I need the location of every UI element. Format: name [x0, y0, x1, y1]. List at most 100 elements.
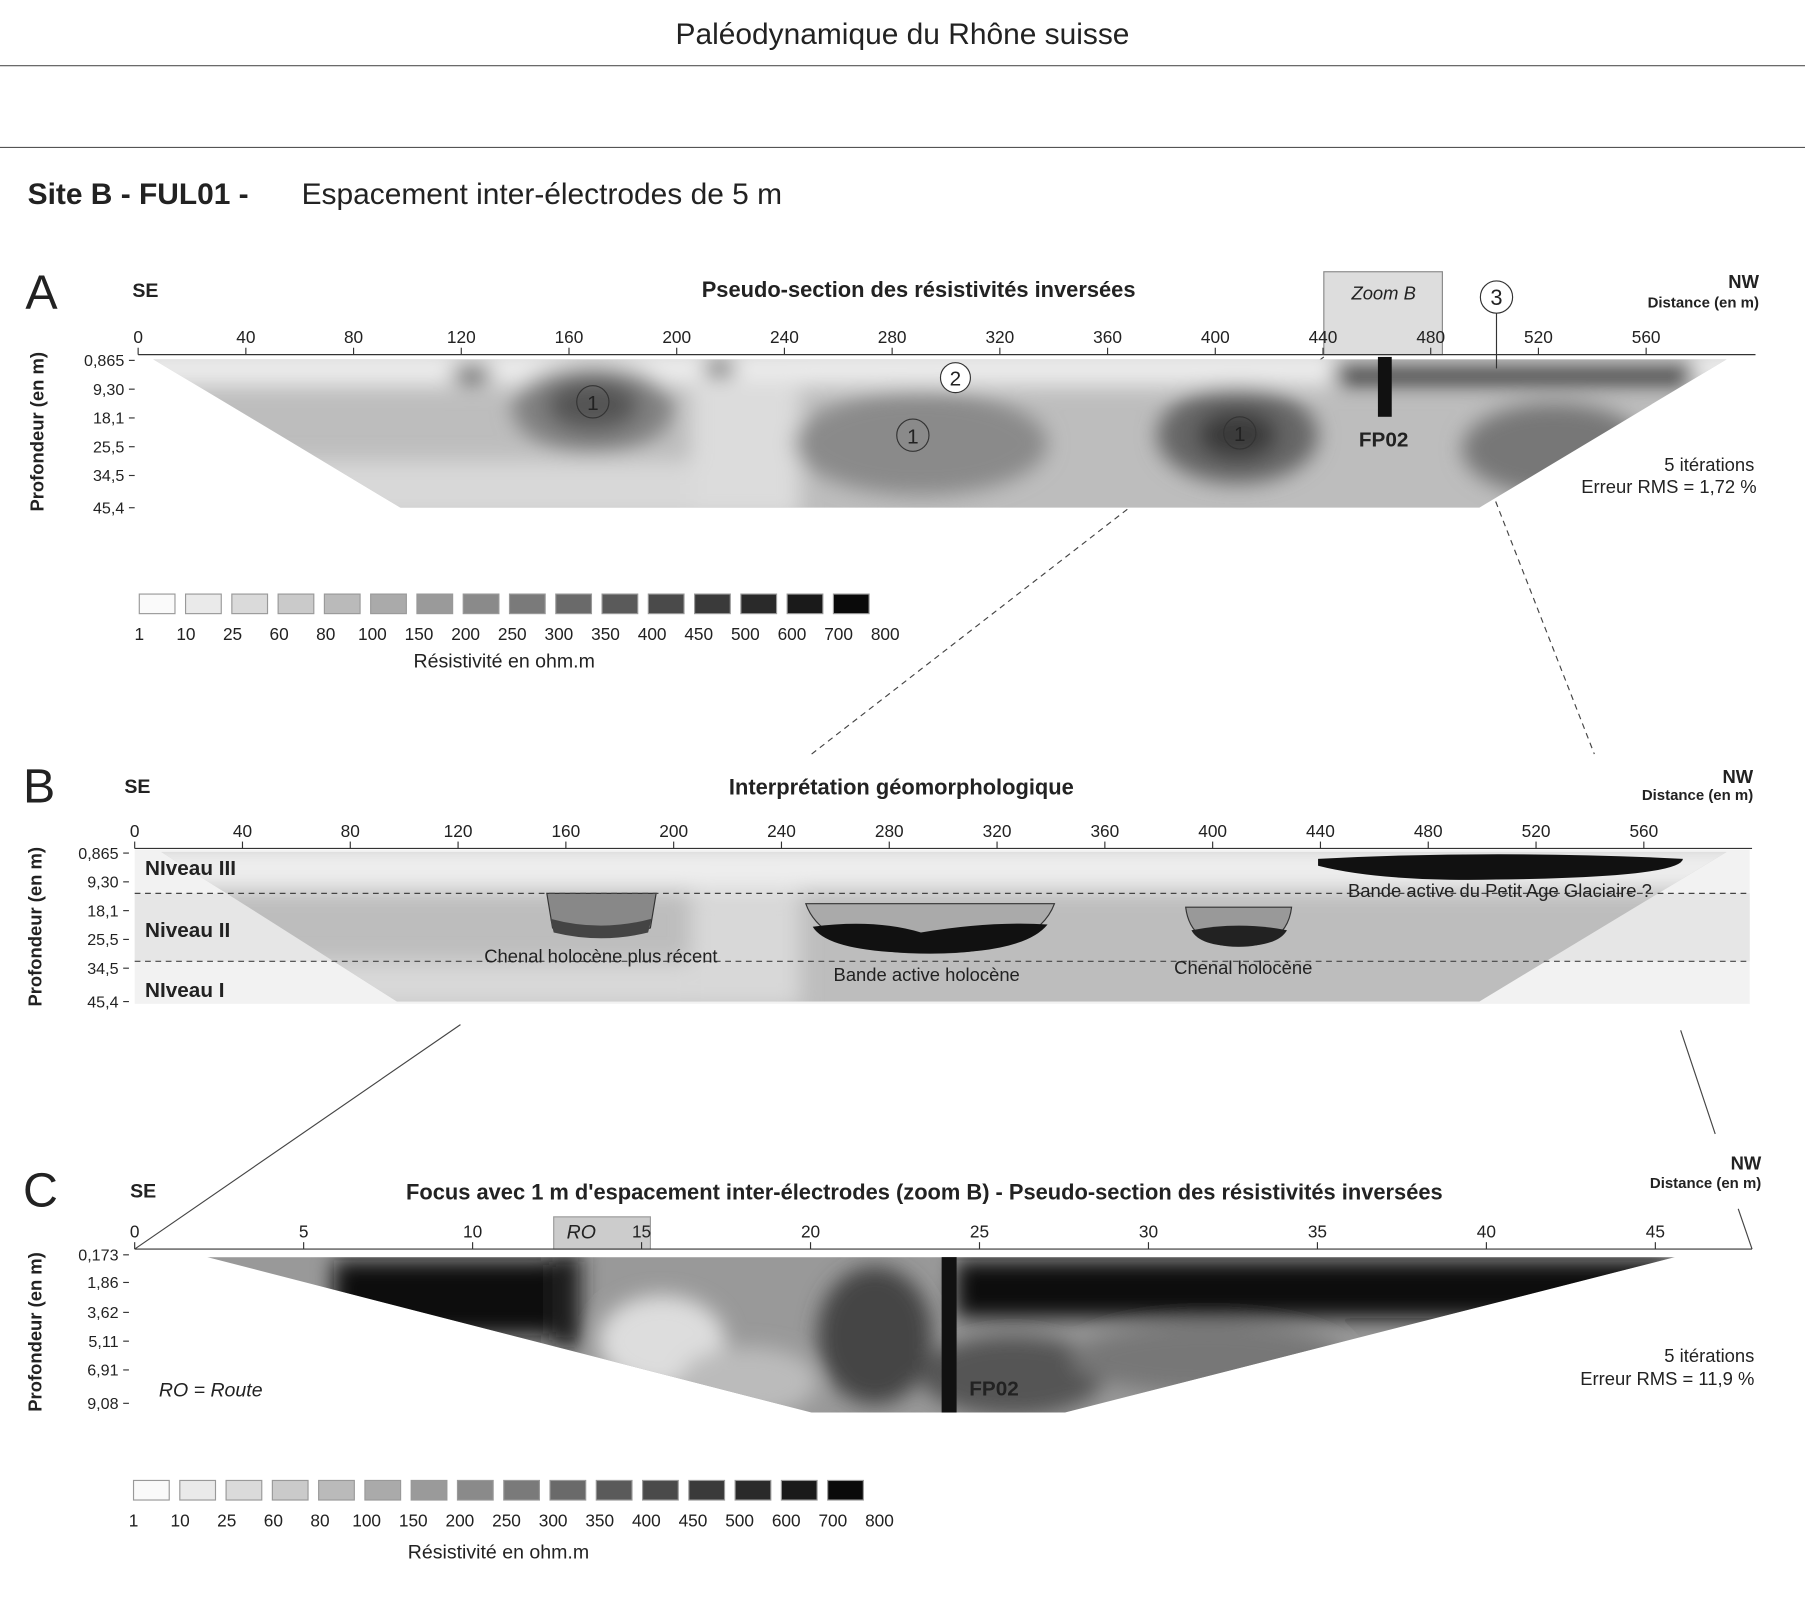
legend-swatch [364, 1479, 402, 1501]
legend-swatch [694, 593, 731, 615]
marker [1479, 280, 1514, 314]
x-tick-label: 160 [551, 821, 580, 841]
legend-swatch [641, 1479, 679, 1501]
x-tick-label: 400 [1201, 327, 1230, 347]
x-tick-label: 40 [236, 327, 255, 347]
x-tick-label: 440 [1306, 821, 1335, 841]
distance-label: Distance (en m) [1648, 294, 1759, 311]
unit-label: Chenal holocène [1174, 957, 1312, 978]
legend-label: 60 [270, 624, 289, 644]
x-tick-label: 0 [130, 821, 140, 841]
x-tick-label: 280 [875, 821, 904, 841]
legend-label: 100 [352, 1510, 381, 1530]
legend-title: Résistivité en ohm.m [408, 1542, 589, 1564]
x-tick-label: 360 [1090, 821, 1119, 841]
depth-tick-label: 9,30 [87, 874, 118, 892]
marker [1223, 416, 1257, 450]
legend-label: 500 [725, 1510, 754, 1530]
rms: Erreur RMS = 11,9 % [1580, 1368, 1754, 1389]
panel-letter: C [23, 1163, 58, 1217]
legend-label: 150 [399, 1510, 428, 1530]
level-label: NIveau III [145, 857, 236, 880]
depth-label: Profondeur (en m) [24, 847, 45, 1007]
legend-label: 80 [310, 1510, 329, 1530]
orientation-right: NW [1728, 271, 1759, 292]
legend-swatch [138, 593, 176, 615]
x-tick-label: 320 [985, 327, 1014, 347]
legend-label: 300 [544, 624, 573, 644]
legend-swatch [832, 593, 870, 615]
legend-label: 700 [818, 1510, 847, 1530]
legend-swatch [271, 1479, 309, 1501]
depth-tick-label: 9,08 [87, 1395, 118, 1413]
legend-label: 400 [638, 624, 667, 644]
x-tick-label: 200 [662, 327, 691, 347]
legend-swatch [786, 593, 824, 615]
depth-tick-label: 18,1 [93, 410, 124, 428]
marker-label: 1 [587, 392, 599, 415]
x-tick-label: 45 [1646, 1222, 1665, 1242]
site: Site B - FUL01 - [28, 178, 249, 211]
orientation-right: NW [1723, 766, 1754, 787]
legend-label: 350 [585, 1510, 614, 1530]
legend-swatch [734, 1479, 772, 1501]
legend-swatch [555, 593, 593, 615]
section-b [134, 849, 1750, 1004]
x-tick-label: 560 [1632, 327, 1661, 347]
legend-label: 600 [772, 1510, 801, 1530]
rms: Erreur RMS = 1,72 % [1581, 476, 1756, 497]
unit-label: Chenal holocène plus récent [484, 945, 717, 966]
depth-tick-label: 3,62 [87, 1304, 118, 1322]
legend-title: Résistivité en ohm.m [413, 651, 594, 673]
x-tick-label: 520 [1524, 327, 1553, 347]
legend-swatch [225, 1479, 263, 1501]
legend-swatch [780, 1479, 818, 1501]
x-tick-label: 160 [555, 327, 584, 347]
x-tick-label: 25 [970, 1222, 989, 1242]
depth-tick-label: 0,865 [84, 352, 124, 370]
distance-label: Distance (en m) [1642, 787, 1753, 804]
legend-label: 350 [591, 624, 620, 644]
legend-label: 80 [316, 624, 335, 644]
orientation-left: SE [124, 776, 150, 798]
depth-tick-label: 1,86 [87, 1274, 118, 1292]
x-tick-label: 120 [444, 821, 473, 841]
legend-label: 800 [865, 1510, 894, 1530]
x-tick-label: 240 [770, 327, 799, 347]
legend-swatch [179, 1479, 217, 1501]
orientation-left: SE [130, 1180, 156, 1202]
legend-label: 700 [824, 624, 853, 644]
depth-tick-label: 6,91 [87, 1362, 118, 1380]
section-a [153, 359, 1727, 508]
level-label: Niveau II [145, 919, 230, 942]
legend-swatch [740, 593, 778, 615]
legend-label: 150 [405, 624, 434, 644]
marker-label: 3 [1490, 285, 1502, 310]
level-label: NIveau I [145, 979, 224, 1002]
legend-label: 1 [134, 624, 144, 644]
legend-label: 400 [632, 1510, 661, 1530]
x-tick-label: 560 [1629, 821, 1658, 841]
legend-label: 100 [358, 624, 387, 644]
panel-letter: A [25, 266, 58, 320]
distance-label: Distance (en m) [1650, 1175, 1761, 1192]
legend-swatch [549, 1479, 587, 1501]
legend-swatch [416, 593, 454, 615]
x-tick-label: 480 [1416, 327, 1445, 347]
marker [896, 418, 930, 452]
legend-label: 200 [445, 1510, 474, 1530]
x-tick-label: 200 [659, 821, 688, 841]
marker [939, 362, 971, 394]
x-tick-label: 520 [1522, 821, 1551, 841]
depth-tick-label: 25,5 [87, 931, 118, 949]
x-tick-label: 320 [983, 821, 1012, 841]
legend-label: 300 [539, 1510, 568, 1530]
legend-swatch [688, 1479, 726, 1501]
orientation-right: NW [1731, 1153, 1762, 1174]
legend-swatch [647, 593, 685, 615]
x-tick-label: 40 [233, 821, 252, 841]
iterations: 5 itérations [1664, 1345, 1754, 1366]
legend-label: 600 [778, 624, 807, 644]
legend-swatch [508, 593, 546, 615]
x-tick-label: 400 [1198, 821, 1227, 841]
